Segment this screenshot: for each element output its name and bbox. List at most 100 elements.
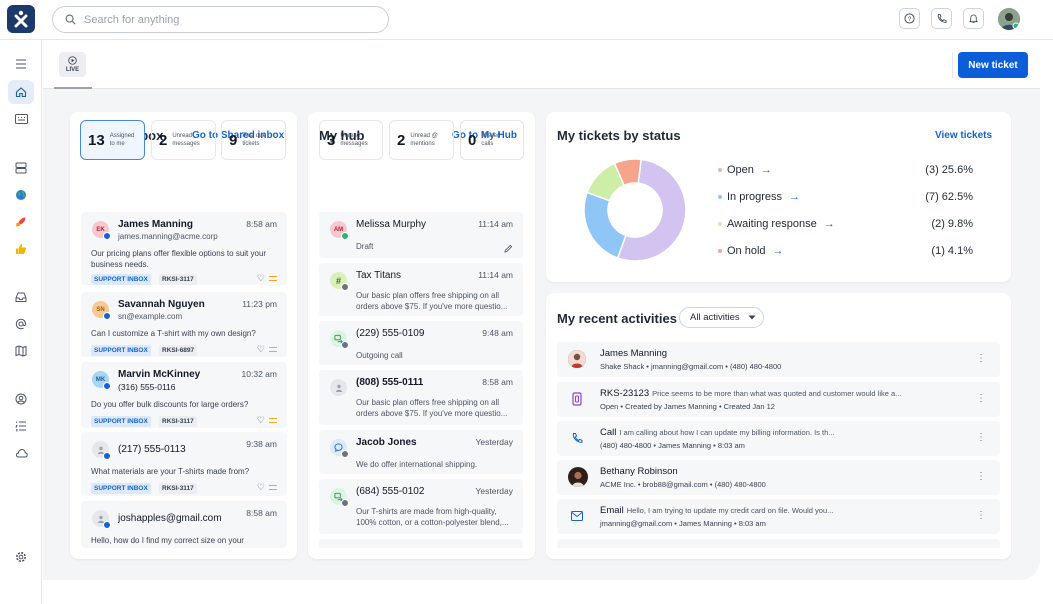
stat-assigned-to-me[interactable]: 13 Assigned to me	[80, 120, 145, 160]
inbox-icon[interactable]	[8, 285, 34, 309]
stat-number: 3	[327, 131, 336, 149]
edit-pencil-icon[interactable]	[504, 240, 513, 258]
book-icon[interactable]	[8, 339, 34, 363]
go-to-my-hub-link[interactable]: Go to My Hub	[452, 130, 517, 141]
menu-icon[interactable]	[8, 52, 34, 76]
avatar	[330, 439, 349, 458]
inbox-item[interactable]: MK Marvin McKinney (316) 555-0116 10:32 …	[81, 362, 287, 428]
legend-dot	[718, 195, 722, 199]
stat-label: Past due tickets	[242, 133, 267, 147]
activity-item[interactable]: RKS-23123 Price seems to be more than wha…	[557, 382, 1000, 417]
activity-title: RKS-23123 Price seems to be more than wha…	[600, 388, 902, 399]
person-icon	[335, 384, 342, 392]
ticket-tag: RKSI-3117	[159, 483, 197, 494]
stat-unread-mentions[interactable]: 2 Unread @ mentions	[389, 120, 454, 160]
inbox-item[interactable]: EK James Manning james.manning@acme.corp…	[81, 212, 287, 285]
contact-name: Melissa Murphy	[356, 219, 427, 230]
my-hub-title: My hub	[319, 128, 365, 143]
more-options-icon[interactable]: ⋮	[976, 471, 986, 482]
stat-label: Unread messages	[172, 133, 200, 147]
avatar	[330, 379, 347, 396]
donut-slice-on-hold[interactable]	[613, 158, 642, 187]
more-options-icon[interactable]: ⋮	[976, 432, 986, 443]
at-sign-icon[interactable]	[8, 312, 34, 336]
priority-icon[interactable]	[269, 276, 277, 281]
avatar: MK	[92, 371, 111, 390]
home-icon[interactable]	[8, 80, 34, 104]
arrow-right-icon: →	[760, 164, 772, 176]
hub-item[interactable]: AM Melissa Murphy 11:14 am Draft	[319, 212, 523, 258]
stat-past-due-tickets[interactable]: 9 Past due tickets	[221, 120, 286, 160]
globe-icon[interactable]	[8, 183, 34, 207]
list-icon[interactable]	[8, 414, 34, 438]
legend-value: (7) 62.5%	[925, 191, 973, 203]
stat-label: Unread @ mentions	[410, 133, 438, 147]
cloud-icon[interactable]	[8, 441, 34, 465]
stat-missed-calls[interactable]: 0 Missed calls	[460, 120, 524, 160]
database-icon[interactable]	[8, 156, 34, 180]
search-input[interactable]: Search for anything	[52, 6, 389, 33]
more-options-icon[interactable]: ⋮	[976, 510, 986, 521]
contact-icon[interactable]	[8, 387, 34, 411]
legend-in-progress[interactable]: In progress →	[718, 191, 800, 203]
status-donut-chart	[583, 158, 687, 262]
inbox-tag: SUPPORT INBOX	[91, 483, 151, 494]
go-to-shared-inbox-link[interactable]: Go to Shared inbox	[192, 130, 285, 141]
hub-item[interactable]: (229) 555-0109 9:48 am Outgoing call	[319, 321, 523, 365]
donut-slice-open[interactable]	[616, 158, 687, 262]
sidebar	[0, 40, 42, 604]
live-tab[interactable]: LIVE	[59, 52, 86, 77]
bell-icon[interactable]	[963, 8, 984, 29]
stat-unread-messages[interactable]: 3 Unread messages	[319, 120, 383, 160]
phone-icon[interactable]	[931, 8, 952, 29]
inbox-item[interactable]: joshapples@gmail.com 8:58 am Hello, how …	[81, 501, 287, 548]
person-icon	[97, 446, 104, 454]
activity-item-partial	[557, 539, 1000, 548]
heart-icon[interactable]: ♡	[256, 482, 265, 492]
priority-icon[interactable]	[269, 418, 277, 423]
settings-gear-icon[interactable]	[8, 545, 34, 569]
heart-icon[interactable]: ♡	[256, 273, 265, 283]
contact-name: (217) 555-0113	[118, 444, 186, 455]
legend-open[interactable]: Open →	[718, 164, 772, 176]
activity-detail: Shake Shack • jmanning@gmail.com • (480)…	[600, 362, 782, 371]
hub-item[interactable]: # Tax Titans 11:14 am Our basic plan off…	[319, 263, 523, 316]
priority-icon[interactable]	[269, 485, 277, 490]
more-options-icon[interactable]: ⋮	[976, 353, 986, 364]
donut-slice-in-progress[interactable]	[583, 191, 627, 259]
live-tab-indicator	[54, 87, 92, 89]
hub-item-partial	[319, 539, 523, 548]
legend-value: (3) 25.6%	[925, 164, 973, 176]
legend-on-hold[interactable]: On hold →	[718, 245, 784, 257]
app-logo[interactable]	[7, 5, 35, 33]
keyboard-icon[interactable]	[8, 107, 34, 131]
hub-item[interactable]: Jacob Jones Yesterday We do offer intern…	[319, 430, 523, 474]
heart-icon[interactable]: ♡	[256, 344, 265, 354]
new-ticket-button[interactable]: New ticket	[958, 52, 1028, 78]
activity-snippet: Hello, I am trying to update my credit c…	[626, 506, 834, 515]
legend-awaiting-response[interactable]: Awaiting response →	[718, 218, 835, 230]
inbox-item[interactable]: SN Savannah Nguyen sn@example.com 11:23 …	[81, 292, 287, 357]
thumbs-up-icon[interactable]	[8, 237, 34, 261]
activity-item[interactable]: James Manning Shake Shack • jmanning@gma…	[557, 342, 1000, 377]
activity-item[interactable]: Email Hello, I am trying to update my cre…	[557, 499, 1000, 534]
message-preview: Our basic plan offers free shipping on a…	[356, 291, 508, 311]
priority-icon[interactable]	[269, 347, 277, 352]
activities-filter-dropdown[interactable]: All activities	[679, 307, 764, 328]
inbox-item[interactable]: (217) 555-0113 9:38 am What materials ar…	[81, 432, 287, 496]
activity-item[interactable]: Call I am calling about how I can update …	[557, 421, 1000, 456]
avatar: EK	[92, 221, 111, 240]
activity-item[interactable]: Bethany Robinson ACME Inc. • brob88@gmai…	[557, 460, 1000, 495]
rocket-icon[interactable]	[8, 210, 34, 234]
user-avatar[interactable]	[998, 8, 1020, 30]
heart-icon[interactable]: ♡	[256, 415, 265, 425]
view-tickets-link[interactable]: View tickets	[935, 130, 993, 141]
stat-unread-messages[interactable]: 2 Unread messages	[151, 120, 216, 160]
hub-item[interactable]: (808) 555-0111 8:58 am Our basic plan of…	[319, 370, 523, 425]
more-options-icon[interactable]: ⋮	[976, 393, 986, 404]
hub-item[interactable]: (684) 555-0102 Yesterday Our T-shirts ar…	[319, 479, 523, 534]
inbox-tag: SUPPORT INBOX	[91, 345, 151, 356]
contact-name: joshapples@gmail.com	[118, 513, 222, 524]
arrow-right-icon: →	[772, 245, 784, 257]
help-icon[interactable]: ?	[899, 8, 920, 29]
